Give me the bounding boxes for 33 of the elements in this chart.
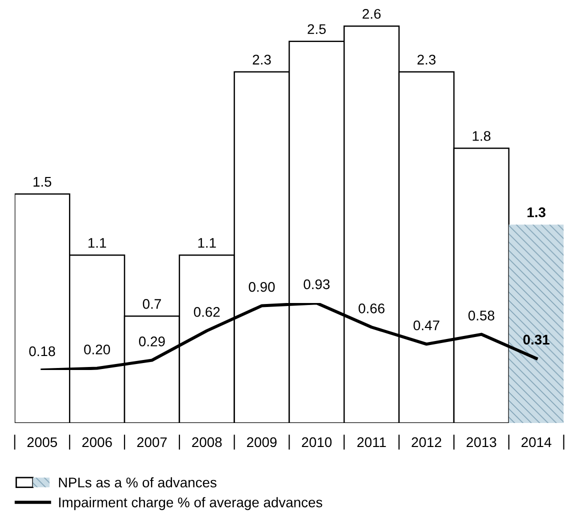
data-label: 0.47 — [414, 320, 440, 330]
x-tick-label: 2008 — [192, 437, 222, 448]
data-label: 0.18 — [29, 346, 56, 356]
data-label: 0.31 — [523, 334, 550, 345]
data-label: 0.93 — [304, 279, 330, 290]
x-tick-label: 2012 — [412, 437, 442, 448]
data-label: 2.5 — [308, 24, 326, 34]
data-label: 2.3 — [418, 54, 436, 65]
bar — [508, 224, 564, 424]
legend-label: NPLs as a % of advances — [59, 477, 216, 488]
data-label: 0.20 — [84, 344, 110, 354]
data-label: 1.3 — [528, 207, 546, 218]
data-label: 0.7 — [142, 299, 161, 309]
data-label: 1.1 — [88, 238, 106, 248]
data-label: 0.29 — [139, 336, 165, 346]
x-tick-label: 2011 — [357, 437, 386, 448]
data-label: 0.90 — [248, 282, 275, 292]
x-tick-label: 2007 — [137, 437, 167, 448]
x-tick-label: 2014 — [522, 437, 552, 448]
x-tick-label: 2013 — [466, 437, 496, 448]
data-label: 0.62 — [194, 307, 220, 317]
x-tick-label: 2006 — [82, 437, 112, 448]
x-tick-label: 2010 — [302, 437, 332, 448]
x-tick-label: 2005 — [27, 437, 58, 448]
data-label: 1.8 — [472, 131, 490, 141]
data-label: 1.1 — [198, 238, 216, 248]
data-label: 1.5 — [34, 177, 52, 187]
data-label: 0.58 — [468, 310, 494, 320]
legend-label: Impairment charge % of average advances — [59, 497, 322, 510]
data-label: 0.66 — [358, 303, 384, 314]
data-label: 2.6 — [362, 8, 381, 19]
x-tick-label: 2009 — [247, 437, 277, 448]
data-label: 2.3 — [252, 54, 271, 65]
